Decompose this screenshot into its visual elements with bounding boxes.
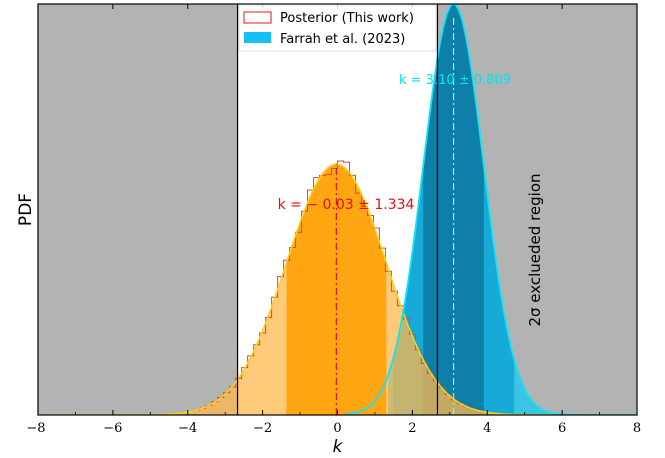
x-tick-label-7: 6 — [558, 421, 566, 436]
posterior-histogram — [157, 160, 518, 415]
legend-label-farrah: Farrah et al. (2023) — [280, 32, 405, 47]
y-axis-label: PDF — [16, 193, 36, 226]
legend-swatch-posterior — [243, 11, 272, 24]
x-tick-label-5: 2 — [408, 421, 416, 436]
x-tick-label-4: 0 — [333, 421, 341, 436]
legend-label-posterior: Posterior (This work) — [280, 11, 414, 26]
x-tick-label-1: −6 — [103, 421, 122, 436]
legend: Posterior (This work) Farrah et al. (2023… — [238, 4, 437, 52]
x-tick-label-0: −8 — [26, 421, 45, 436]
x-tick-label-2: −4 — [178, 421, 197, 436]
legend-swatch-farrah — [244, 32, 271, 43]
excluded-region-left — [38, 4, 238, 415]
x-tick-label-8: 8 — [633, 421, 641, 436]
excluded-region-label: 2σ exclueded region — [526, 173, 544, 326]
x-axis-label: k — [333, 437, 344, 457]
farrah-annotation: k = 3.10 ± 0.809 — [399, 73, 511, 88]
x-tick-label-6: 4 — [483, 421, 491, 436]
x-tick-label-3: −2 — [253, 421, 272, 436]
legend-box — [238, 4, 437, 52]
posterior-annotation: k = − 0.03 ± 1.334 — [278, 197, 415, 213]
